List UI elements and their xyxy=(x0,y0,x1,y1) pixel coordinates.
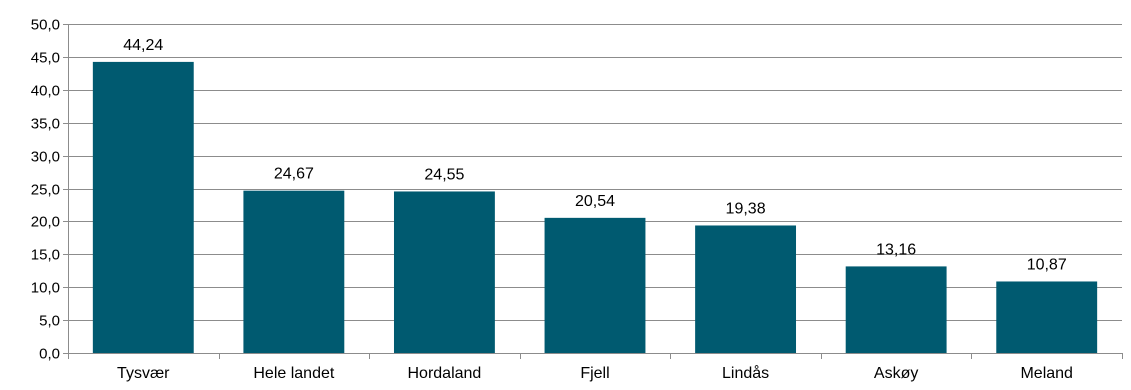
category-label: Hordaland xyxy=(408,365,482,382)
data-label: 19,38 xyxy=(726,200,766,217)
data-label: 13,16 xyxy=(876,241,916,258)
bar xyxy=(996,281,1098,353)
category-label: Hele landet xyxy=(253,365,335,382)
data-label: 44,24 xyxy=(123,37,163,54)
x-category-labels: Tysvær Hele landet Hordaland Fjell Lindås Ask… xyxy=(117,364,1073,382)
y-tick-label: 40,0 xyxy=(31,83,60,100)
bar xyxy=(845,266,947,353)
data-label: 24,67 xyxy=(274,166,314,183)
bar xyxy=(393,191,495,353)
y-tick-label: 45,0 xyxy=(31,50,60,67)
y-tick-labels: 0,0 5,0 10,0 15,0 20,0 25,0 30,0 35,0 40,0 45,0 50… xyxy=(31,17,60,363)
bar xyxy=(243,190,345,353)
category-label: Askøy xyxy=(874,365,918,382)
data-label: 24,55 xyxy=(424,166,464,183)
category-label: Tysvær xyxy=(117,365,170,382)
y-tick-label: 35,0 xyxy=(31,116,60,133)
data-labels: 44,24 24,67 24,55 20,54 19,38 13,16 10,87 xyxy=(123,37,1067,274)
category-label: Fjell xyxy=(580,365,609,382)
y-tick-label: 30,0 xyxy=(31,149,60,166)
bar xyxy=(92,61,194,354)
category-label: Lindås xyxy=(722,364,769,382)
bar xyxy=(544,217,646,353)
bars xyxy=(92,61,1098,354)
y-tick-label: 50,0 xyxy=(31,17,60,34)
y-tick-label: 10,0 xyxy=(31,280,60,297)
data-label: 20,54 xyxy=(575,193,615,210)
data-label: 10,87 xyxy=(1027,256,1067,273)
bar xyxy=(695,225,797,353)
y-tick-label: 0,0 xyxy=(39,346,60,363)
y-tick-label: 20,0 xyxy=(31,214,60,231)
axes xyxy=(63,24,1123,359)
y-tick-label: 15,0 xyxy=(31,247,60,264)
category-label: Meland xyxy=(1020,365,1072,382)
y-tick-label: 25,0 xyxy=(31,182,60,199)
y-tick-label: 5,0 xyxy=(39,313,60,330)
